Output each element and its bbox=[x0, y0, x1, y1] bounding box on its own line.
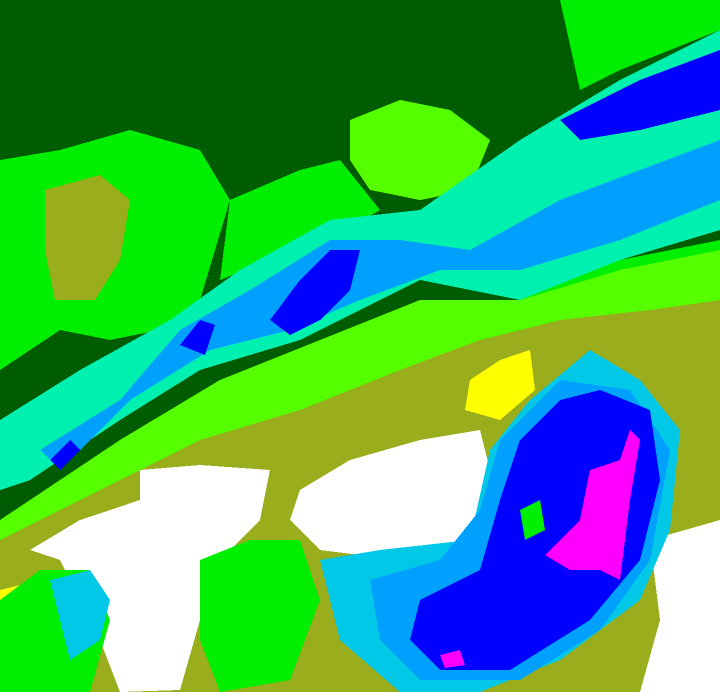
magenta-core-southeast bbox=[545, 430, 640, 580]
green-streak-southeast bbox=[520, 500, 545, 540]
blue-band-upper-right bbox=[560, 50, 720, 140]
white-area-center bbox=[290, 430, 490, 560]
white-area-left bbox=[30, 465, 270, 692]
green-region-mid bbox=[220, 160, 380, 280]
magenta-spot-south bbox=[440, 650, 465, 668]
green-area-lower-mid bbox=[200, 540, 320, 692]
green-region-top-right bbox=[560, 0, 720, 90]
white-area-right bbox=[640, 520, 720, 692]
yellow-patch-center bbox=[465, 350, 535, 420]
blue-cell-far-left bbox=[50, 440, 80, 470]
blue-cell-center bbox=[270, 250, 360, 335]
cyan-area-lower-left bbox=[50, 570, 110, 660]
blue-cell-left bbox=[180, 320, 215, 355]
green-region-center bbox=[350, 100, 490, 200]
olive-patch-left bbox=[45, 175, 130, 300]
light-blue-band bbox=[40, 140, 720, 470]
